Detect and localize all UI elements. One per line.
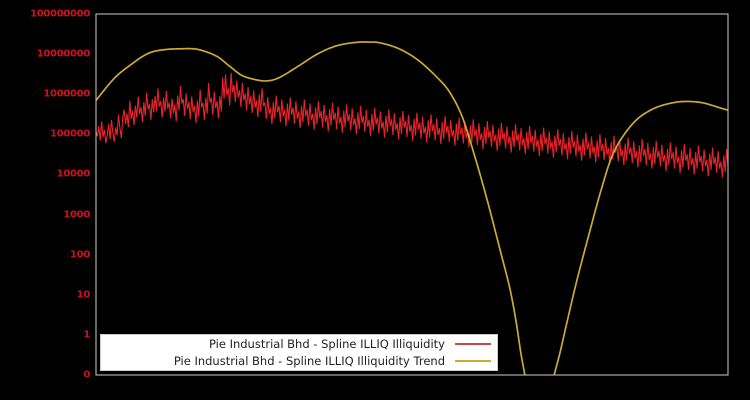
- ytick-label-1: 10000000: [36, 48, 91, 60]
- chart-legend: Pie Industrial Bhd - Spline ILLIQ Illiqu…: [100, 334, 498, 371]
- ytick-label-8: 1: [83, 329, 90, 341]
- series-line-illiquidity: [96, 72, 728, 178]
- series-line-illiquidity-trend: [96, 41, 728, 375]
- ytick-label-5: 1000: [63, 209, 90, 220]
- legend-label-illiquidity-trend: Pie Industrial Bhd - Spline ILLIQ Illiqu…: [173, 354, 445, 368]
- ytick-label-0: 100000000: [30, 8, 90, 20]
- legend-entry-illiquidity-trend: Pie Industrial Bhd - Spline ILLIQ Illiqu…: [101, 353, 497, 370]
- legend-swatch-illiquidity-trend: [455, 360, 491, 362]
- ytick-label-9: 0: [83, 369, 90, 381]
- axes-frame: [95, 13, 729, 376]
- legend-label-illiquidity: Pie Industrial Bhd - Spline ILLIQ Illiqu…: [208, 337, 445, 351]
- ytick-label-4: 10000: [56, 168, 91, 180]
- legend-entry-illiquidity: Pie Industrial Bhd - Spline ILLIQ Illiqu…: [101, 336, 497, 353]
- ytick-label-3: 100000: [50, 128, 90, 140]
- ytick-label-7: 10: [76, 289, 91, 301]
- ytick-label-6: 100: [70, 249, 90, 261]
- ytick-label-2: 1000000: [43, 88, 90, 100]
- legend-swatch-illiquidity: [455, 343, 491, 345]
